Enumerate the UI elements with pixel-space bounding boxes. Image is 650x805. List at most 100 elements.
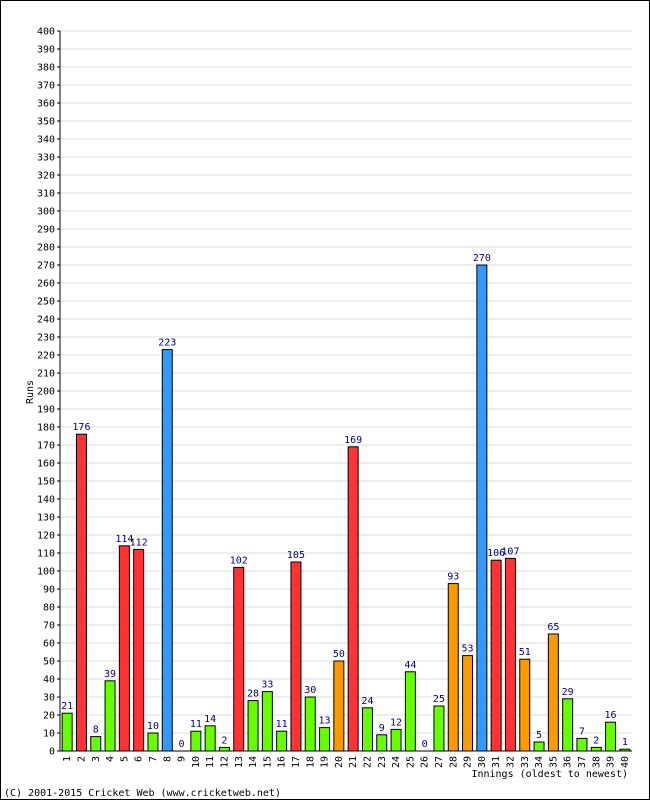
- y-tick-label: 110: [37, 549, 55, 560]
- bar: [61, 712, 73, 752]
- x-tick-label: 16: [277, 756, 288, 768]
- x-tick-label: 27: [434, 756, 445, 768]
- bar: [218, 746, 230, 752]
- x-tick-label: 24: [391, 756, 402, 768]
- y-tick-label: 370: [37, 81, 55, 92]
- y-tick-label: 360: [37, 99, 55, 110]
- bar-value-label: 21: [61, 701, 73, 712]
- bar: [447, 583, 459, 752]
- x-tick-label: 4: [105, 756, 116, 762]
- x-tick-label: 18: [305, 756, 316, 768]
- bar-value-label: 0: [179, 739, 185, 750]
- bar: [319, 727, 331, 752]
- y-tick-label: 340: [37, 135, 55, 146]
- y-tick-label: 70: [43, 621, 55, 632]
- x-tick-label: 38: [591, 756, 602, 768]
- x-tick-label: 19: [320, 756, 331, 768]
- bar: [247, 700, 259, 752]
- bar-value-label: 16: [605, 710, 617, 721]
- bar-value-label: 29: [562, 687, 574, 698]
- copyright-footer: (C) 2001-2015 Cricket Web (www.cricketwe…: [4, 788, 281, 799]
- y-tick-label: 190: [37, 405, 55, 416]
- bar-value-label: 93: [447, 572, 459, 583]
- bar: [390, 728, 402, 752]
- x-tick-label: 28: [448, 756, 459, 768]
- bar-value-label: 105: [287, 550, 305, 561]
- bar-value-label: 0: [422, 739, 428, 750]
- y-tick-label: 40: [43, 675, 55, 686]
- bar: [276, 730, 288, 752]
- x-tick-label: 40: [620, 756, 631, 768]
- bar-value-label: 30: [304, 685, 316, 696]
- bar: [233, 566, 245, 752]
- bar-value-label: 112: [130, 537, 148, 548]
- bar-value-label: 114: [115, 534, 133, 545]
- bar-value-label: 2: [221, 735, 227, 746]
- y-tick-label: 210: [37, 369, 55, 380]
- x-tick-label: 37: [577, 756, 588, 768]
- bar-value-label: 5: [536, 730, 542, 741]
- bar: [562, 698, 574, 752]
- bar-value-label: 1: [622, 737, 628, 748]
- x-tick-label: 23: [377, 756, 388, 768]
- y-tick-label: 260: [37, 279, 55, 290]
- y-tick-label: 130: [37, 513, 55, 524]
- bar: [290, 561, 302, 752]
- bar-value-label: 50: [333, 649, 345, 660]
- x-tick-label: 17: [291, 756, 302, 768]
- bar: [576, 737, 588, 752]
- bar-value-label: 106: [487, 548, 505, 559]
- bar: [462, 655, 474, 752]
- bar: [75, 433, 87, 752]
- bar: [161, 349, 173, 752]
- x-tick-label: 11: [205, 756, 216, 768]
- x-tick-label: 1: [62, 756, 73, 762]
- bar: [147, 732, 159, 752]
- x-tick-label: 5: [119, 756, 130, 762]
- bar-value-label: 11: [190, 719, 202, 730]
- bar-value-label: 2: [593, 735, 599, 746]
- x-tick-label: 3: [91, 756, 102, 762]
- y-tick-label: 280: [37, 243, 55, 254]
- y-tick-label: 250: [37, 297, 55, 308]
- y-tick-label: 300: [37, 207, 55, 218]
- x-tick-label: 8: [162, 756, 173, 762]
- bar: [490, 559, 502, 752]
- bar-value-label: 53: [462, 644, 474, 655]
- y-tick-label: 310: [37, 189, 55, 200]
- x-tick-label: 10: [191, 756, 202, 768]
- bar-value-label: 7: [579, 726, 585, 737]
- x-tick-label: 36: [563, 756, 574, 768]
- bar: [190, 730, 202, 752]
- bar: [504, 557, 516, 752]
- y-tick-label: 200: [37, 387, 55, 398]
- y-tick-label: 330: [37, 153, 55, 164]
- bar: [605, 721, 617, 752]
- bar-value-label: 51: [519, 647, 531, 658]
- x-tick-label: 13: [234, 756, 245, 768]
- x-tick-label: 31: [491, 756, 502, 768]
- x-tick-label: 33: [520, 756, 531, 768]
- bar: [90, 736, 102, 752]
- x-tick-label: 25: [405, 756, 416, 768]
- y-tick-label: 180: [37, 423, 55, 434]
- y-tick-label: 120: [37, 531, 55, 542]
- bar-value-label: 44: [404, 660, 416, 671]
- y-tick-label: 350: [37, 117, 55, 128]
- bar: [304, 696, 316, 752]
- bar-value-label: 102: [230, 555, 248, 566]
- x-tick-label: 34: [534, 756, 545, 768]
- x-tick-label: 6: [134, 756, 145, 762]
- y-tick-label: 0: [49, 747, 55, 758]
- x-axis-label: Innings (oldest to newest): [471, 769, 628, 780]
- y-tick-label: 90: [43, 585, 55, 596]
- x-tick-label: 7: [148, 756, 159, 762]
- bar: [261, 691, 273, 752]
- bar: [133, 548, 145, 752]
- y-tick-label: 230: [37, 333, 55, 344]
- bar-value-label: 25: [433, 694, 445, 705]
- y-tick-label: 320: [37, 171, 55, 182]
